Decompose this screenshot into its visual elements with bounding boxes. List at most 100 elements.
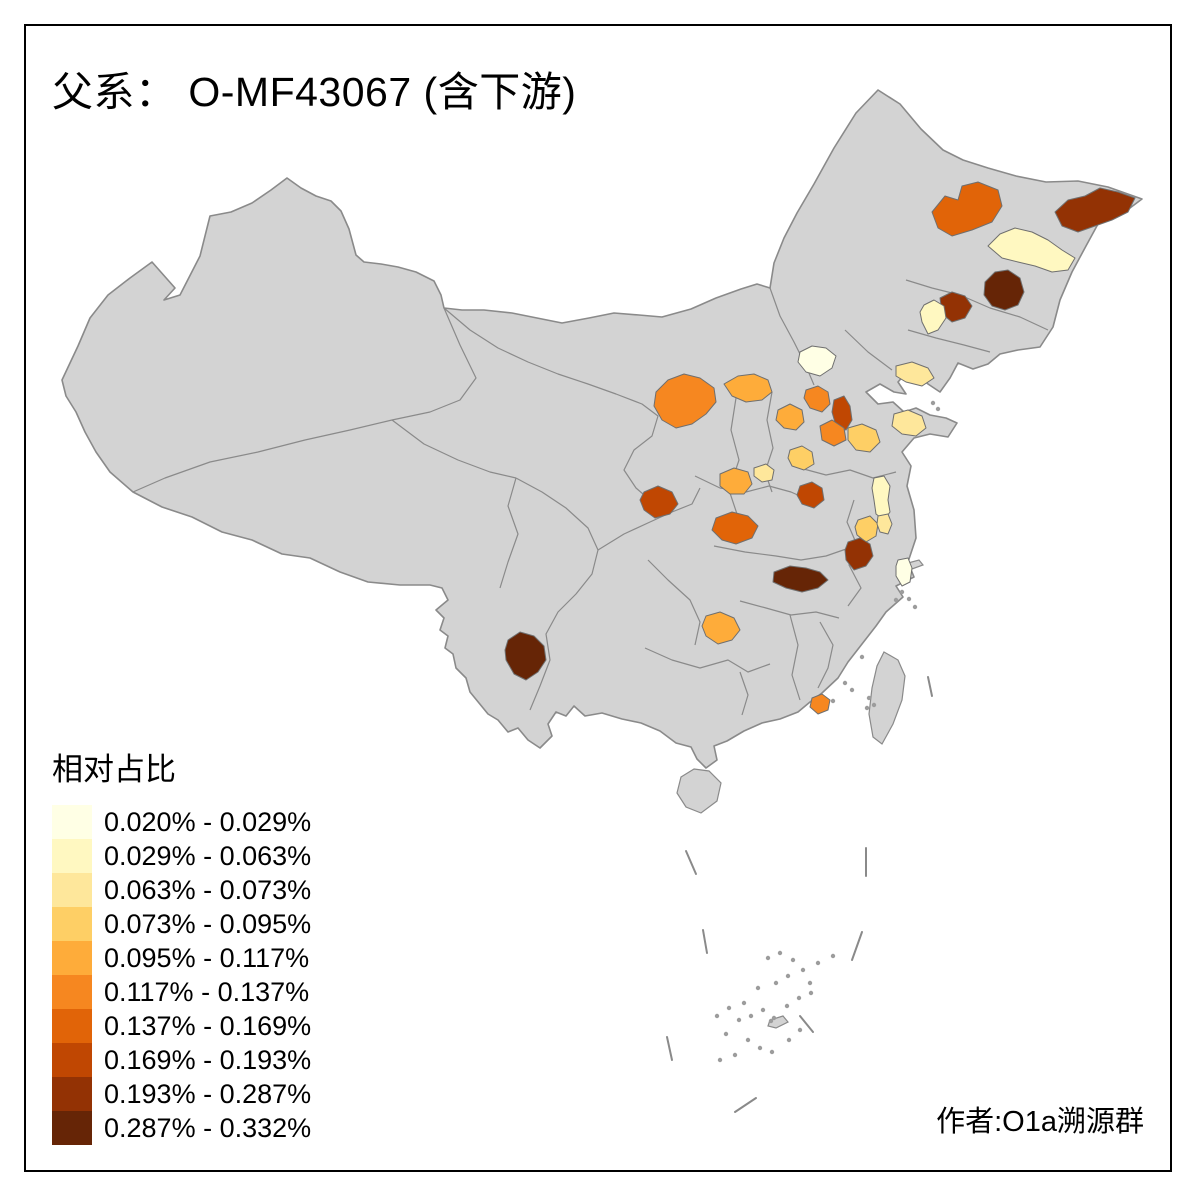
province-border-20 <box>799 467 897 479</box>
map-region-chaoshan <box>809 693 831 715</box>
province-border-13 <box>713 545 850 561</box>
legend-swatch <box>52 941 92 975</box>
small-island-dot-21 <box>815 960 821 966</box>
small-island-dot-39 <box>717 1057 723 1063</box>
sea-boundary-dash-3 <box>702 929 708 954</box>
legend-range-label: 0.029% - 0.063% <box>104 840 312 871</box>
legend-range-label: 0.063% - 0.073% <box>104 874 312 905</box>
legend-item-1: 0.020% - 0.029% <box>52 805 311 839</box>
small-island-dot-20 <box>807 980 813 986</box>
legend-swatch <box>52 975 92 1009</box>
legend-range-label: 0.169% - 0.193% <box>104 1044 312 1075</box>
page-title: 父系： O-MF43067 (含下游) <box>52 69 577 115</box>
province-border-8 <box>907 329 991 353</box>
small-island-dot-33 <box>808 990 814 996</box>
province-border-1 <box>132 307 477 493</box>
small-island-dot-9 <box>866 695 872 701</box>
small-island-dot-29 <box>760 1007 766 1013</box>
small-island-dot-16 <box>790 957 796 963</box>
hainan-island <box>676 768 722 814</box>
sea-boundary-dash-6 <box>666 1036 673 1061</box>
province-border-7 <box>905 279 1049 331</box>
province-border-16 <box>644 647 771 673</box>
small-island-dot-18 <box>785 973 791 979</box>
map-region-dali-yunnan <box>504 631 547 681</box>
small-island-dot-3 <box>912 604 918 610</box>
province-border-5 <box>443 307 659 501</box>
small-island-dot-23 <box>755 985 761 991</box>
small-island-dot-17 <box>800 967 806 973</box>
map-region-harbin <box>983 269 1025 311</box>
map-region-ulanqab <box>723 373 773 403</box>
legend-swatch <box>52 873 92 907</box>
map-region-dalian <box>895 361 935 387</box>
province-border-21 <box>597 487 701 551</box>
province-border-4 <box>515 477 599 711</box>
small-island-dot-27 <box>736 1017 742 1023</box>
small-island-dot-11 <box>864 705 870 711</box>
small-island-dot-1 <box>899 589 905 595</box>
small-island-dot-7 <box>830 698 836 704</box>
map-region-nanjing-chuzhou <box>844 537 874 571</box>
small-island-dot-6 <box>849 687 855 693</box>
small-island-dot-28 <box>748 1013 754 1019</box>
legend-swatch <box>52 1043 92 1077</box>
small-island-dot-14 <box>765 955 771 961</box>
legend-item-8: 0.169% - 0.193% <box>52 1043 311 1077</box>
legend-item-7: 0.137% - 0.169% <box>52 1009 311 1043</box>
legend-range-label: 0.095% - 0.117% <box>104 942 310 973</box>
small-island-dot-4 <box>893 597 899 603</box>
small-island-dot-30 <box>771 1015 777 1021</box>
small-island-dot-41 <box>786 1037 792 1043</box>
small-island-dot-8 <box>859 654 865 660</box>
legend-range-label: 0.117% - 0.137% <box>104 976 310 1007</box>
legend-item-9: 0.193% - 0.287% <box>52 1077 311 1111</box>
legend-item-2: 0.029% - 0.063% <box>52 839 311 873</box>
province-border-18 <box>817 621 834 689</box>
province-border-22 <box>789 614 801 701</box>
map-region-baoding <box>775 403 805 431</box>
legend-swatch <box>52 1111 92 1145</box>
small-island-dot-22 <box>830 953 836 959</box>
small-island-dot-15 <box>777 950 783 956</box>
map-region-puyang <box>753 463 775 483</box>
map-region-baotou-bayannur <box>653 373 717 429</box>
province-border-17 <box>739 671 749 716</box>
small-island-dot-36 <box>745 1037 751 1043</box>
legend-swatch <box>52 1009 92 1043</box>
map-region-zunyi <box>701 611 741 645</box>
legend-items: 0.020% - 0.029% 0.029% - 0.063% 0.063% - 0… <box>52 805 311 1145</box>
map-region-taizhou-jiangsu <box>876 513 893 535</box>
legend-range-label: 0.193% - 0.287% <box>104 1078 312 1109</box>
province-border-3 <box>499 477 519 589</box>
map-region-zhengzhou <box>796 481 825 509</box>
province-border-12 <box>694 475 810 501</box>
map-region-nanyang-luoyang <box>711 511 759 545</box>
map-region-jiamusi-hegang <box>1054 187 1136 233</box>
small-island-dot-35 <box>723 1031 729 1037</box>
sea-boundary-dash-4 <box>851 931 863 961</box>
sea-boundary-dash-7 <box>734 1097 757 1113</box>
legend-range-label: 0.020% - 0.029% <box>104 806 312 837</box>
legend-item-5: 0.095% - 0.117% <box>52 941 311 975</box>
map-region-xinxiang-anyang <box>719 467 753 495</box>
small-island-dot-10 <box>871 702 877 708</box>
map-region-siping-liaoyuan <box>919 299 947 335</box>
map-region-yangzhou <box>854 515 879 543</box>
legend-range-label: 0.073% - 0.095% <box>104 908 312 939</box>
sea-boundary-dash-1 <box>685 850 697 875</box>
map-region-langfang-area <box>803 385 831 413</box>
small-island-dot-13 <box>935 406 941 412</box>
legend-item-4: 0.073% - 0.095% <box>52 907 311 941</box>
map-region-suihua <box>987 227 1076 273</box>
small-island-dot-38 <box>732 1052 738 1058</box>
sea-boundary-dash-5 <box>799 1015 814 1033</box>
province-border-14 <box>739 600 840 619</box>
small-island-dot-5 <box>842 680 848 686</box>
small-island-dot-26 <box>714 1013 720 1019</box>
legend-swatch <box>52 907 92 941</box>
small-island-dot-19 <box>773 980 779 986</box>
map-region-qiqihar-area <box>931 181 1003 237</box>
map-region-cangzhou <box>819 419 847 447</box>
small-island-dot-31 <box>784 1003 790 1009</box>
